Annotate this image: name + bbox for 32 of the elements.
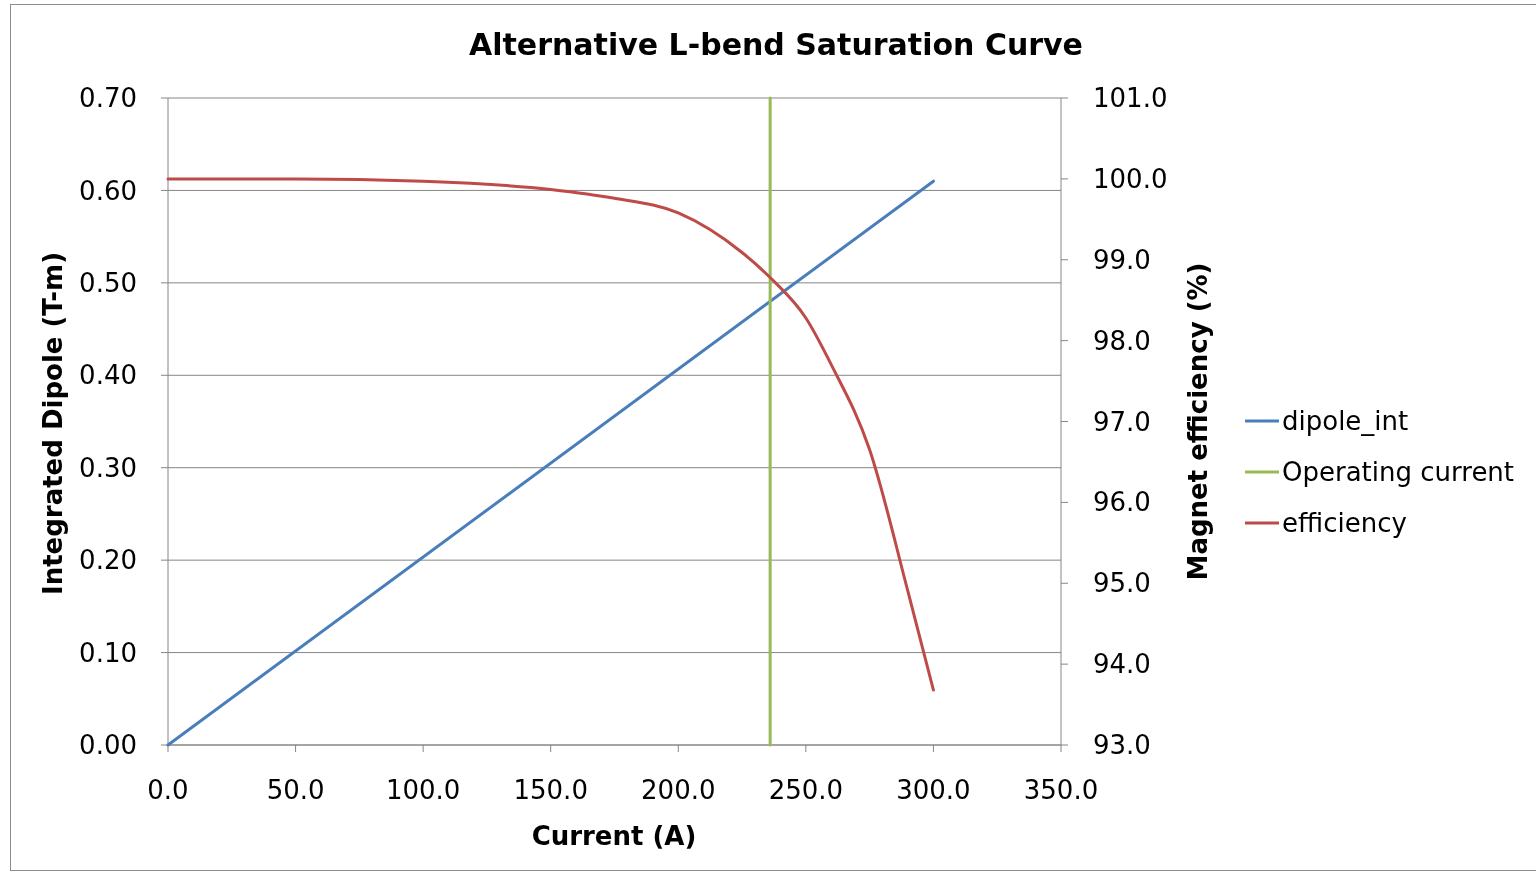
y2-tick-label: 99.0 — [1093, 244, 1151, 275]
y-axis-title: Integrated Dipole (T-m) — [38, 251, 68, 596]
y-tick-label: 0.00 — [79, 730, 137, 761]
y2-tick-label: 94.0 — [1093, 649, 1151, 680]
x-tick-label: 100.0 — [385, 775, 461, 805]
x-tick-label: 150.0 — [513, 775, 588, 805]
y-tick-label: 0.60 — [79, 175, 137, 206]
y2-tick-label: 101.0 — [1093, 83, 1168, 114]
x-axis-title: Current (A) — [531, 821, 697, 851]
y2-tick-label: 98.0 — [1093, 325, 1151, 356]
y-tick-label: 0.70 — [79, 83, 137, 114]
x-tick-label: 350.0 — [1023, 775, 1099, 805]
legend-label: dipole_int — [1282, 406, 1409, 437]
y2-tick-label: 93.0 — [1093, 730, 1151, 761]
x-tick-label: 50.0 — [266, 775, 325, 805]
y-tick-label: 0.30 — [79, 452, 137, 483]
y-tick-label: 0.40 — [79, 360, 137, 391]
y-tick-label: 0.20 — [79, 545, 137, 576]
x-tick-label: 200.0 — [641, 775, 716, 805]
legend-label: Operating current — [1282, 457, 1515, 488]
legend-label: efficiency — [1282, 508, 1407, 539]
x-tick-label: 0.0 — [147, 775, 189, 805]
x-tick-label: 300.0 — [896, 775, 971, 805]
y2-tick-label: 100.0 — [1093, 163, 1168, 194]
x-tick-label: 250.0 — [768, 775, 844, 805]
y-tick-label: 0.10 — [79, 637, 137, 668]
y2-tick-label: 95.0 — [1093, 568, 1151, 599]
y2-tick-label: 97.0 — [1093, 406, 1151, 437]
y-tick-label: 0.50 — [79, 267, 137, 298]
y2-tick-label: 96.0 — [1093, 487, 1151, 518]
chart-title: Alternative L-bend Saturation Curve — [469, 27, 1083, 62]
y2-axis-title: Magnet efficiency (%) — [1183, 262, 1213, 581]
